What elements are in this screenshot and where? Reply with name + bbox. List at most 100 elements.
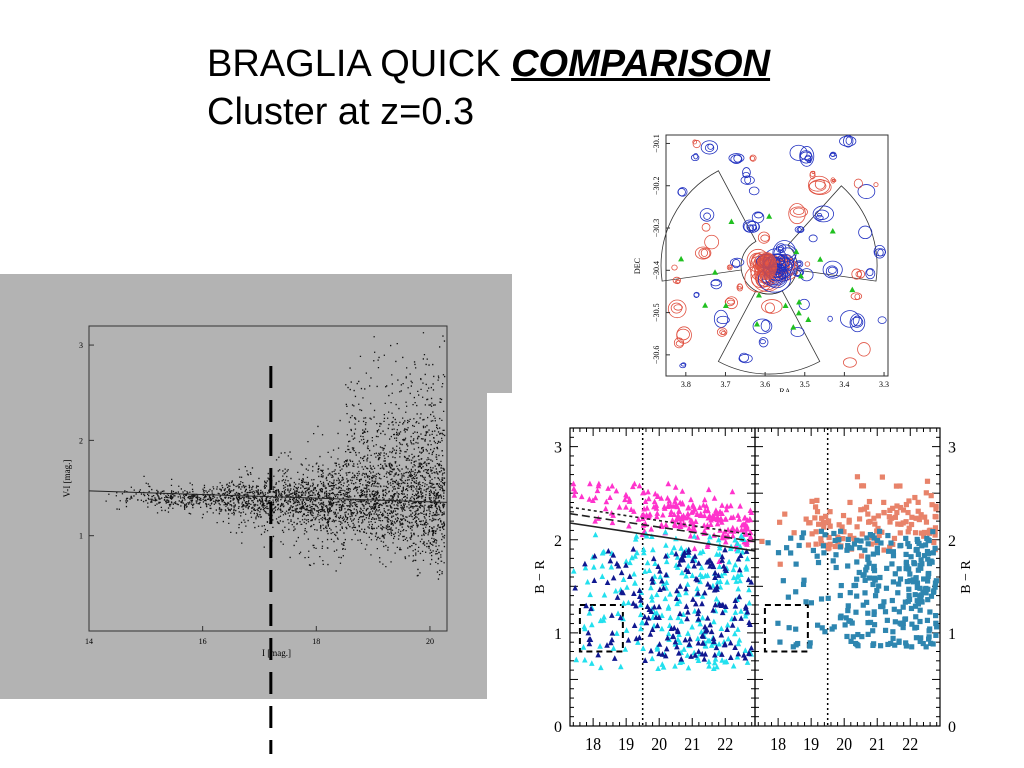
- rc-right-salmon-point: [933, 506, 939, 512]
- rc-right-steelblue-point: [862, 547, 868, 553]
- rc-right-salmon-point: [881, 547, 887, 553]
- sky-contour: [749, 154, 757, 162]
- sky-green-triangle: [790, 324, 797, 330]
- rc-left-cyan-point: [684, 652, 691, 658]
- sky-green-triangle: [712, 269, 719, 275]
- rc-right-salmon-point: [900, 507, 907, 513]
- rc-left-cyan-point: [685, 552, 692, 558]
- rc-left-magenta-point: [727, 502, 734, 509]
- rc-right-steelblue-point: [916, 540, 922, 547]
- sky-contour: [799, 150, 812, 160]
- rc-left-navy-point: [692, 652, 699, 658]
- rc-left-navy-point: [719, 557, 725, 563]
- rc-right-steelblue-point: [930, 589, 937, 595]
- rc-right-steelblue-point: [850, 634, 856, 640]
- rc-right-xtick-label: 18: [770, 734, 786, 754]
- rc-left-navy-point: [643, 619, 650, 626]
- sky-ytick-label: −30.3: [652, 219, 661, 238]
- rc-left-navy-point: [656, 650, 662, 657]
- rc-left-cyan-point: [678, 545, 684, 551]
- sky-contour: [667, 299, 687, 319]
- rc-left-cyan-point: [629, 554, 635, 561]
- sky-xtick-label: 3.4: [839, 380, 849, 389]
- rc-left-cyan-point: [706, 637, 713, 644]
- sky-contour: [794, 270, 801, 277]
- rc-left-navy-point: [747, 621, 753, 627]
- rc-left-cyan-point: [646, 567, 653, 574]
- rc-left-cyan-point: [711, 618, 717, 625]
- rc-left-cyan-point: [651, 573, 658, 579]
- rc-left-navy-point: [736, 566, 743, 573]
- rc-right-steelblue-point: [881, 599, 887, 605]
- sky-contour: [830, 152, 835, 157]
- rc-left-navy-point: [710, 607, 716, 613]
- rc-right-steelblue-point: [785, 594, 791, 600]
- rc-left-xtick-label: 19: [618, 734, 634, 754]
- rc-left-navy-point: [656, 641, 663, 647]
- rc-right-steelblue-point: [902, 599, 908, 605]
- rc-right-steelblue-point: [844, 547, 850, 553]
- rc-left-navy-point: [714, 583, 720, 589]
- rc-left-cyan-point: [667, 614, 674, 621]
- sky-contour: [808, 180, 827, 192]
- sky-contour: [713, 309, 729, 328]
- rc-right-salmon-point: [875, 513, 881, 519]
- rc-right-xtick-label: 22: [902, 734, 918, 754]
- rc-left-navy-point: [715, 572, 722, 578]
- sky-contour: [692, 139, 698, 145]
- sky-green-triangle: [702, 302, 709, 308]
- rc-left-magenta-point: [719, 510, 725, 516]
- rc-left-magenta-point: [714, 520, 721, 527]
- rc-left-cyan-point: [675, 636, 681, 642]
- rc-right-salmon-point: [905, 529, 911, 535]
- rc-left-magenta-point: [685, 504, 691, 511]
- rc-left-cyan-point: [746, 599, 753, 606]
- rc-left-magenta-point: [719, 502, 725, 508]
- rc-left-navy-point: [685, 568, 692, 574]
- rc-right-salmon-point: [894, 509, 900, 516]
- sky-contour: [807, 175, 831, 195]
- rc-right-steelblue-point: [886, 548, 892, 554]
- rc-right-steelblue-point: [775, 620, 781, 626]
- rc-left-cyan-point: [738, 532, 745, 539]
- rc-left-cyan-point: [600, 548, 607, 555]
- rc-right-salmon-point: [814, 509, 821, 515]
- rc-right-steelblue-point: [859, 633, 865, 640]
- rc-right-steelblue-point: [902, 616, 909, 622]
- rc-left-cyan-point: [735, 585, 742, 592]
- rc-left-magenta-point: [594, 487, 601, 494]
- rc-left-cyan-point: [633, 533, 640, 539]
- rc-left-selection-box: [578, 603, 624, 653]
- sky-contour: [789, 206, 808, 218]
- rc-left-magenta-point: [734, 526, 740, 532]
- sky-contour: [845, 136, 853, 145]
- rc-right-salmon-point: [866, 498, 873, 505]
- rc-left-navy-point: [659, 577, 665, 584]
- rc-right-steelblue-point: [930, 550, 936, 556]
- rc-left-cyan-point: [681, 646, 687, 652]
- rc-left-navy-point: [673, 595, 680, 601]
- rc-left-magenta-point: [711, 495, 718, 501]
- rc-right-steelblue-point: [833, 564, 839, 571]
- sky-contour: [797, 261, 802, 266]
- rc-right-steelblue-point: [866, 575, 873, 581]
- rc-left-xtick-label: 21: [684, 734, 700, 754]
- rc-left-magenta-point: [631, 480, 638, 487]
- sky-contour: [725, 296, 738, 310]
- rc-right-steelblue-point: [847, 590, 853, 596]
- left-cmd-xlabel: I [mag.]: [262, 648, 291, 658]
- rc-left-cyan-point: [632, 536, 639, 542]
- rc-right-steelblue-point: [861, 572, 867, 578]
- rc-right-steelblue-point: [820, 543, 827, 549]
- rc-right-steelblue-point: [908, 605, 915, 612]
- left-cmd-chart: 14 16 18 20 1 2 3 I [mag.] V-I [mag.]: [62, 325, 448, 658]
- rc-right-salmon-point: [894, 503, 900, 509]
- sky-contour: [736, 286, 742, 290]
- rc-left-cyan-point: [744, 555, 751, 562]
- rc-left-navy-point: [655, 563, 661, 569]
- rc-right-salmon-point: [932, 525, 939, 531]
- rc-right-steelblue-point: [793, 626, 799, 632]
- rc-left-navy-point: [638, 597, 644, 603]
- rc-right-steelblue-point: [871, 622, 878, 628]
- rc-left-navy-point: [604, 579, 611, 586]
